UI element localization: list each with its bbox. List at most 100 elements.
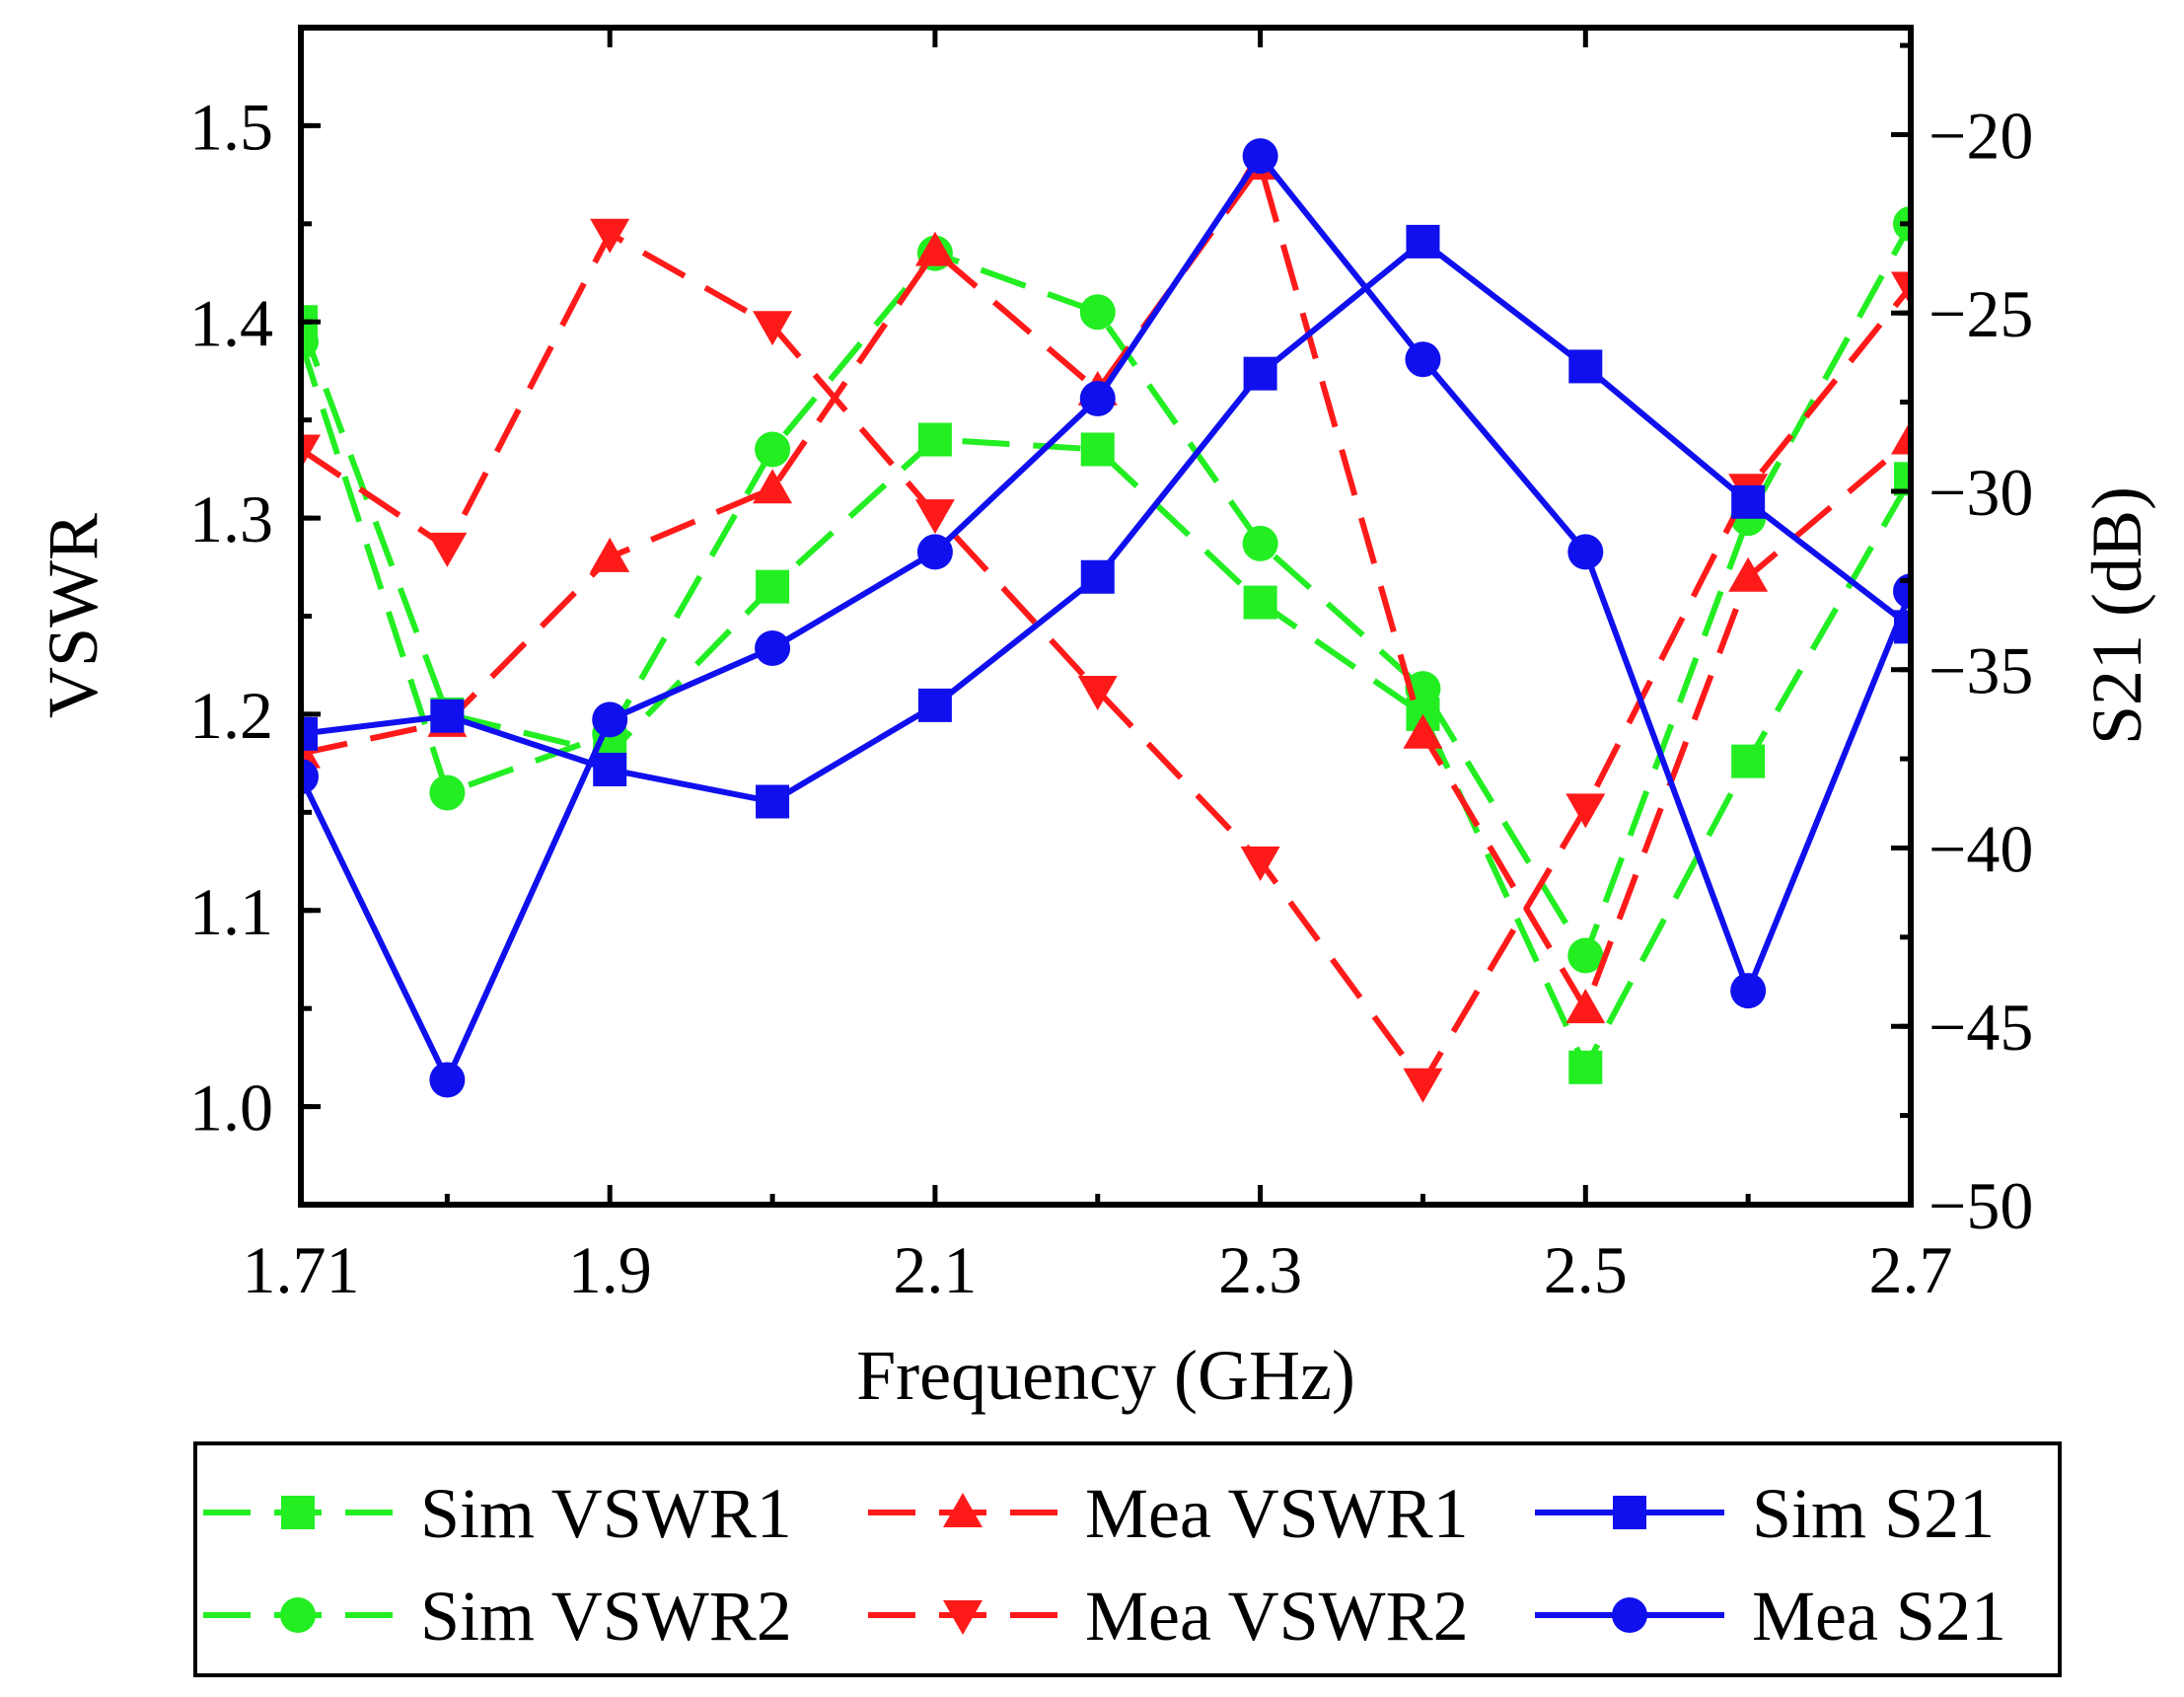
data-point-mea-vswr2 — [1077, 676, 1118, 711]
legend-item-sim-vswr2: Sim VSWR2 — [203, 1577, 792, 1656]
data-point-mea-s21 — [301, 759, 319, 795]
x-tick-label: 1.71 — [243, 1232, 360, 1307]
data-point-sim-vswr1 — [1894, 462, 1911, 496]
data-point-mea-s21 — [1242, 138, 1278, 175]
data-point-sim-vswr2 — [755, 431, 791, 468]
y-right-tick-label: −40 — [1929, 811, 2033, 886]
data-point-mea-vswr2 — [301, 434, 321, 470]
data-point-sim-vswr2 — [1567, 937, 1604, 974]
legend-item-sim-s21: Sim S21 — [1535, 1474, 1995, 1553]
series-layer — [301, 138, 1911, 1103]
legend-marker — [943, 1600, 983, 1635]
legend-item-mea-vswr2: Mea VSWR2 — [868, 1577, 1469, 1656]
data-point-mea-vswr1 — [590, 537, 630, 572]
x-tick-label: 2.3 — [1218, 1232, 1302, 1307]
legend-box — [193, 1441, 2062, 1677]
x-tick-label: 1.9 — [568, 1232, 652, 1307]
data-point-mea-s21 — [592, 701, 628, 738]
legend-label: Sim VSWR2 — [420, 1577, 792, 1656]
data-point-mea-vswr1 — [1728, 556, 1769, 592]
data-point-sim-s21 — [1731, 484, 1766, 519]
y-left-tick-label: 1.5 — [189, 89, 273, 164]
legend-label: Sim VSWR1 — [420, 1474, 792, 1553]
y-left-axis-title: VSWR — [34, 513, 112, 718]
y-right-tick-label: −50 — [1929, 1168, 2033, 1243]
data-point-mea-s21 — [916, 534, 953, 570]
data-point-mea-vswr2 — [1891, 271, 1911, 307]
data-point-sim-vswr2 — [429, 775, 466, 811]
data-point-mea-vswr1 — [753, 469, 793, 504]
data-point-sim-vswr1 — [1731, 744, 1766, 778]
data-point-sim-s21 — [1406, 224, 1440, 258]
data-point-sim-vswr2 — [301, 324, 319, 360]
series-line-mea-s21 — [301, 153, 1911, 1083]
data-point-mea-vswr1 — [1565, 989, 1606, 1024]
plot-frame — [298, 25, 1914, 1208]
y-right-tick-label: −30 — [1929, 455, 2033, 530]
legend-marker — [1612, 1597, 1647, 1633]
series-line-mea-vswr2 — [301, 230, 1911, 1086]
data-point-mea-s21 — [1730, 973, 1767, 1009]
legend-item-mea-vswr1: Mea VSWR1 — [868, 1474, 1469, 1553]
data-point-mea-s21 — [429, 1062, 466, 1098]
x-tick-label: 2.5 — [1544, 1232, 1628, 1307]
y-left-tick-label: 1.4 — [189, 285, 273, 360]
data-point-mea-vswr2 — [590, 218, 630, 254]
data-point-mea-vswr2 — [1403, 1068, 1443, 1103]
legend-marker — [281, 1496, 315, 1529]
data-point-sim-s21 — [1568, 349, 1603, 384]
data-point-sim-vswr1 — [756, 569, 790, 604]
legend-label: Mea S21 — [1752, 1577, 2006, 1656]
data-point-sim-vswr2 — [1242, 525, 1278, 561]
data-point-mea-vswr2 — [1240, 847, 1280, 882]
y-right-axis-title: S21 (dB) — [2077, 486, 2156, 745]
legend-item-mea-s21: Mea S21 — [1535, 1577, 2006, 1656]
data-point-mea-vswr2 — [914, 499, 955, 535]
series-line-mea-vswr1 — [301, 162, 1911, 1012]
data-point-mea-vswr1 — [1403, 713, 1443, 749]
legend-label: Sim S21 — [1752, 1474, 1995, 1553]
data-point-mea-s21 — [1079, 380, 1116, 416]
data-point-mea-s21 — [1405, 341, 1441, 378]
legend-item-sim-vswr1: Sim VSWR1 — [203, 1474, 792, 1553]
legend-marker — [1613, 1496, 1646, 1529]
x-tick-label: 2.7 — [1869, 1232, 1953, 1307]
data-point-sim-s21 — [430, 699, 465, 733]
data-point-mea-vswr2 — [753, 311, 793, 346]
x-axis-title: Frequency (GHz) — [856, 1336, 1355, 1415]
legend-marker — [943, 1493, 983, 1527]
data-point-sim-s21 — [1243, 356, 1277, 391]
y-left-tick-label: 1.1 — [189, 874, 273, 949]
data-point-sim-vswr2 — [1079, 294, 1116, 331]
legend-marker — [280, 1597, 316, 1633]
data-point-mea-vswr1 — [914, 231, 955, 266]
data-point-mea-s21 — [1567, 534, 1604, 570]
series-line-sim-vswr1 — [301, 321, 1911, 1070]
data-point-sim-vswr1 — [1243, 585, 1277, 620]
y-right-tick-label: −45 — [1929, 990, 2033, 1065]
series-sim-s21 — [301, 224, 1911, 819]
data-point-mea-s21 — [755, 630, 791, 667]
data-point-mea-vswr2 — [1565, 793, 1606, 829]
series-mea-vswr2 — [301, 218, 1911, 1103]
data-point-sim-s21 — [301, 716, 318, 751]
legend-label: Mea VSWR2 — [1085, 1577, 1469, 1656]
data-point-mea-vswr1 — [1891, 419, 1911, 455]
data-point-sim-vswr1 — [1568, 1050, 1603, 1084]
data-point-sim-vswr1 — [1080, 432, 1115, 467]
y-left-tick-label: 1.0 — [189, 1070, 273, 1145]
legend: Sim VSWR1 Mea VSWR1 Sim S21 Sim VSWR2 Mea VS… — [193, 1441, 2062, 1677]
y-left-tick-label: 1.3 — [189, 481, 273, 556]
data-point-sim-s21 — [593, 752, 627, 786]
x-tick-label: 2.1 — [893, 1232, 977, 1307]
data-point-mea-vswr2 — [427, 532, 468, 567]
data-point-sim-s21 — [1080, 559, 1115, 594]
ticks-layer: 1.71 1.9 2.1 2.3 2.5 2.7 1.0 1.1 1.2 1.3 1.4 1.5 −50… — [189, 25, 2033, 1307]
y-left-tick-label: 1.2 — [189, 678, 273, 753]
data-point-sim-s21 — [756, 784, 790, 819]
legend-label: Mea VSWR1 — [1085, 1474, 1469, 1553]
series-mea-s21 — [301, 138, 1911, 1098]
data-point-sim-s21 — [917, 688, 952, 722]
y-right-tick-label: −25 — [1929, 276, 2033, 351]
